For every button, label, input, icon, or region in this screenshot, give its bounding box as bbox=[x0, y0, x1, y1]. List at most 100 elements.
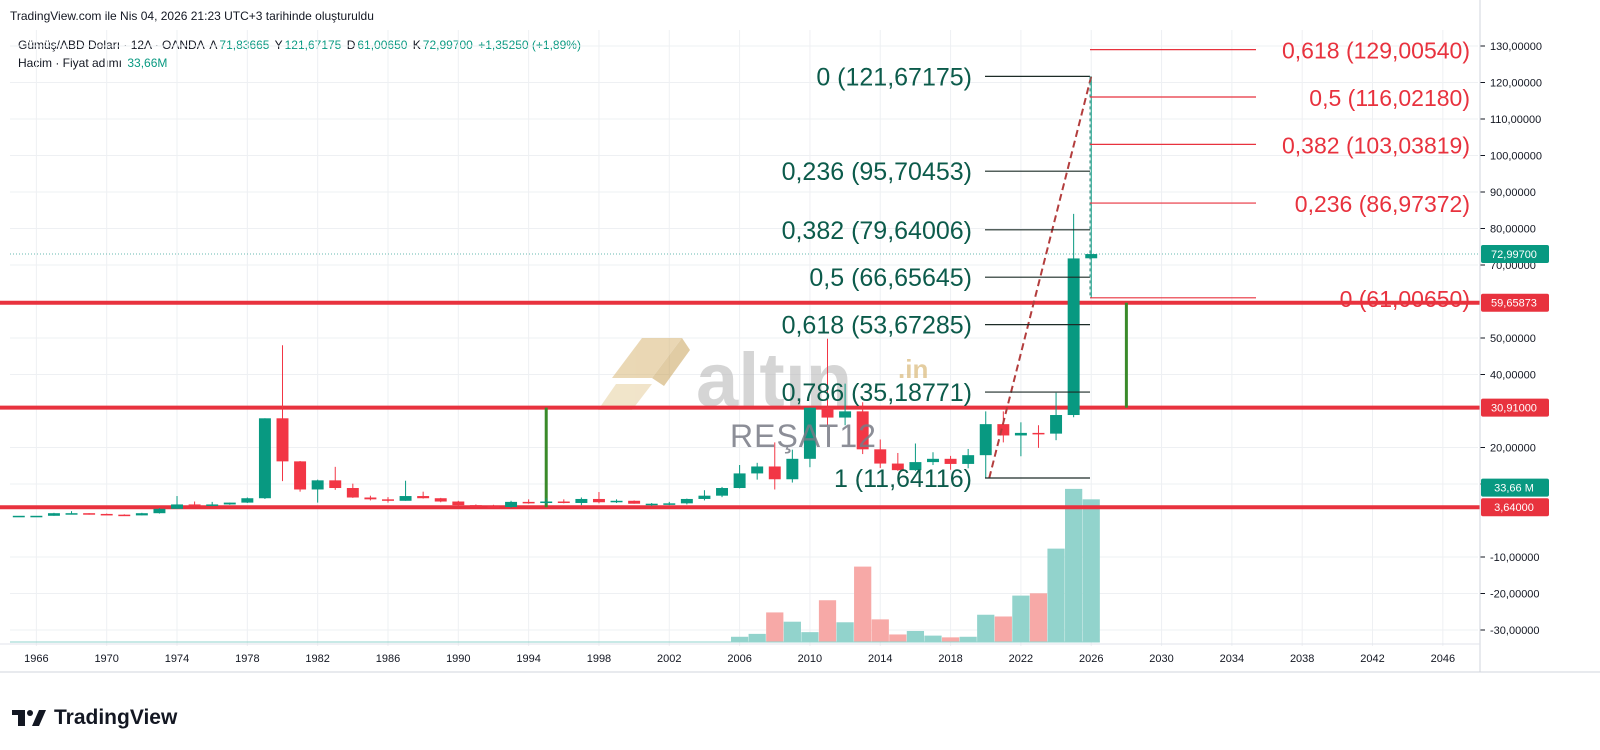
candle-body bbox=[452, 501, 465, 506]
fibonacci-drawings[interactable]: 0 (121,67175) 0,236 (95,70453) 0,382 (79,6… bbox=[782, 38, 1470, 493]
volume-bar bbox=[1012, 595, 1030, 642]
horizontal-level-tag-bg bbox=[1481, 498, 1549, 517]
y-tick-label: 90,00000 bbox=[1490, 187, 1536, 199]
volume-bar bbox=[801, 632, 819, 642]
altin-logo-suffix: .in bbox=[898, 354, 928, 384]
horizontal-lines[interactable] bbox=[0, 300, 1480, 510]
candle-body bbox=[751, 466, 764, 474]
x-tick-label: 2034 bbox=[1220, 653, 1244, 665]
volume-bar bbox=[959, 636, 977, 642]
y-tick-label: 130,00000 bbox=[1490, 41, 1542, 53]
altin-logo-icon bbox=[598, 338, 690, 410]
y-tick-label: 100,00000 bbox=[1490, 151, 1542, 163]
candle-body bbox=[276, 418, 289, 462]
legend-close-value: 72,99700 bbox=[422, 38, 473, 52]
candle-body bbox=[505, 501, 518, 507]
fib-retracement-label: 0 (121,67175) bbox=[816, 63, 972, 91]
volume-tag: 33,66 M bbox=[1494, 483, 1534, 495]
candle-body bbox=[65, 513, 78, 515]
candles bbox=[12, 76, 1098, 518]
x-tick-label: 1982 bbox=[305, 653, 329, 665]
candle-body bbox=[628, 500, 641, 504]
x-tick-label: 1966 bbox=[24, 653, 48, 665]
chart-grid bbox=[10, 30, 1480, 646]
volume-bar bbox=[836, 622, 854, 642]
volume-bar bbox=[1065, 488, 1083, 642]
x-tick-label: 1970 bbox=[94, 653, 118, 665]
price-tags: 59,65873 30,91000 3,64000 72,99700 33,66 M bbox=[1481, 245, 1549, 517]
last-price-tag-bg bbox=[1481, 245, 1549, 264]
legend-volume-label[interactable]: Hacim · Fiyat adımı bbox=[18, 56, 123, 70]
candle-body bbox=[716, 488, 729, 496]
candle-body bbox=[188, 504, 201, 506]
x-tick-label: 2042 bbox=[1360, 653, 1384, 665]
candle-body bbox=[1085, 254, 1098, 259]
candle-body bbox=[575, 498, 588, 503]
volume-bar bbox=[766, 612, 784, 642]
x-tick-label: 1998 bbox=[587, 653, 611, 665]
candle-body bbox=[153, 508, 166, 514]
volume-bar bbox=[1082, 499, 1100, 642]
volume-bar bbox=[854, 566, 872, 642]
candle-body bbox=[12, 515, 25, 518]
fib-trend-line[interactable] bbox=[988, 76, 1093, 479]
candle-body bbox=[241, 498, 254, 503]
fib-retracement-label: 0,5 (66,65645) bbox=[809, 264, 972, 292]
candle-body bbox=[364, 497, 377, 500]
legend-row-ohlc: Gümüş/ABD Doları · 12A · OANDA A 71,83665… bbox=[18, 36, 583, 54]
candle-body bbox=[733, 473, 746, 489]
candle-body bbox=[258, 418, 271, 499]
candle-body bbox=[294, 461, 307, 490]
volume-bar bbox=[924, 635, 942, 642]
legend-row-volume: Hacim · Fiyat adımı 33,66M bbox=[18, 54, 583, 72]
y-tick-label: 110,00000 bbox=[1490, 114, 1541, 126]
fib-extension-label: 0,236 (86,97372) bbox=[1295, 191, 1470, 217]
tradingview-logo-icon bbox=[12, 710, 46, 726]
legend-low-value: 61,00650 bbox=[357, 38, 408, 52]
y-tick-label: 120,00000 bbox=[1490, 78, 1542, 90]
x-tick-label: 2018 bbox=[938, 653, 962, 665]
y-tick-label: 50,00000 bbox=[1490, 333, 1536, 345]
candle-body bbox=[1050, 415, 1063, 434]
candle-body bbox=[118, 514, 131, 517]
candle-body bbox=[399, 496, 412, 501]
legend-symbol[interactable]: Gümüş/ABD Doları · 12A · OANDA bbox=[18, 38, 205, 52]
chart-legend: Gümüş/ABD Doları · 12A · OANDA A 71,83665… bbox=[18, 36, 583, 72]
candle-body bbox=[768, 466, 781, 480]
y-tick-label: 40,00000 bbox=[1490, 370, 1536, 382]
volume-bar bbox=[783, 621, 801, 642]
volume-bar bbox=[1029, 593, 1048, 642]
x-tick-label: 2038 bbox=[1290, 653, 1314, 665]
vertical-markers[interactable] bbox=[544, 302, 1128, 508]
x-tick-label: 2030 bbox=[1149, 653, 1173, 665]
candle-body bbox=[891, 463, 904, 471]
legend-low-key: D bbox=[346, 38, 356, 52]
fib-extension-label: 0 (61,00650) bbox=[1340, 286, 1470, 312]
x-tick-label: 2014 bbox=[868, 653, 892, 665]
volume-bar bbox=[871, 619, 889, 642]
candle-body bbox=[223, 502, 236, 505]
volume-bar bbox=[748, 633, 766, 642]
fib-extension-label: 0,618 (129,00540) bbox=[1282, 38, 1470, 64]
candle-body bbox=[592, 498, 605, 503]
x-tick-label: 1986 bbox=[376, 653, 400, 665]
fib-extension-label: 0,5 (116,02180) bbox=[1309, 85, 1470, 111]
legend-open-value: 71,83665 bbox=[219, 38, 270, 52]
fib-extension-label: 0,382 (103,03819) bbox=[1282, 132, 1470, 158]
volume-bar bbox=[906, 630, 925, 642]
candle-body bbox=[645, 503, 658, 506]
x-tick-label: 1974 bbox=[165, 653, 189, 665]
candle-body bbox=[997, 424, 1010, 436]
candle-body bbox=[311, 480, 324, 490]
candle-body bbox=[346, 488, 359, 498]
x-tick-label: 1990 bbox=[446, 653, 470, 665]
author-watermark: REŞAT12 bbox=[730, 418, 877, 454]
volume-bar bbox=[977, 614, 995, 642]
legend-volume-value: 33,66M bbox=[127, 56, 168, 70]
horizontal-level-tag: 3,64000 bbox=[1494, 502, 1534, 514]
x-tick-label: 2026 bbox=[1079, 653, 1103, 665]
candle-body bbox=[1067, 258, 1080, 416]
candle-body bbox=[522, 501, 535, 504]
tradingview-brand[interactable]: TradingView bbox=[12, 706, 177, 730]
